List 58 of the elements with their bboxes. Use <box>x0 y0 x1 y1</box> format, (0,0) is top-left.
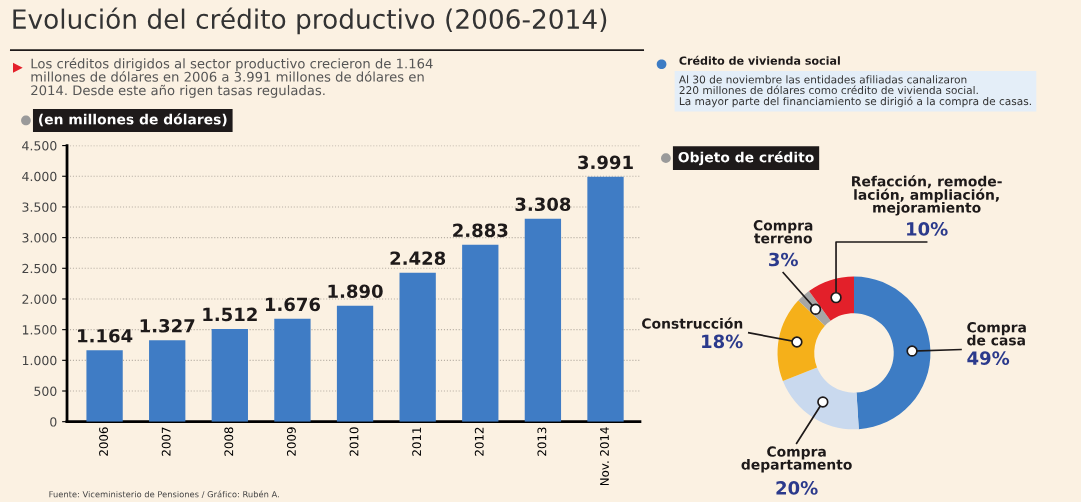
y-tick-label: 500 <box>34 386 57 396</box>
bar <box>336 305 374 422</box>
y-tick-label: 2.000 <box>22 294 57 304</box>
donut-slice <box>809 276 854 321</box>
data-label: 2.883 <box>453 223 508 238</box>
slice-label: Refacción, remode- lación, ampliación, mejoramiento <box>852 175 1002 216</box>
chart-title: Objeto de crédito <box>678 151 814 166</box>
x-tick-label: Nov. 2014 <box>600 427 609 486</box>
data-label: 3.991 <box>578 155 633 170</box>
bar <box>211 328 248 422</box>
y-tick-label: 0 <box>50 417 57 427</box>
x-tick-label: 2010 <box>349 427 359 456</box>
chart-subtitle: Los créditos dirigidos al sector productivo crecieron de 1.164 millones de dólares en 2006 a 3.991 millones de dólares en 2014. Desde este año rigen tasas reguladas. <box>31 57 433 98</box>
bar <box>86 350 123 422</box>
source-note: Fuente: Viceministerio de Pensiones / Gráfico: Rubén A. <box>49 490 279 499</box>
data-label: 1.164 <box>78 328 133 343</box>
y-tick-label: 1.500 <box>22 325 57 335</box>
donut-slice <box>853 276 931 430</box>
y-tick-label: 3.500 <box>22 202 57 212</box>
y-tick-label: 3.000 <box>22 233 57 243</box>
bar <box>399 272 436 422</box>
data-label: 20% <box>776 481 818 495</box>
data-label: 1.327 <box>140 318 195 333</box>
x-tick-label: 2013 <box>537 427 547 456</box>
slice-label: Compra de casa <box>967 322 1026 346</box>
bar <box>462 244 499 422</box>
x-tick-label: 2007 <box>161 427 171 456</box>
chart-title: Evolución del crédito productivo (2006-2014) <box>13 7 607 35</box>
bar <box>587 176 624 422</box>
slice-label: Compra terreno <box>753 220 813 244</box>
x-tick-label: 2011 <box>412 427 422 456</box>
data-label: 10% <box>907 222 948 236</box>
text: Al 30 de noviembre las entidades afiliadas canalizaron 220 millones de dólares como crédito de vivienda social. La mayor parte del financiamiento se dirigió a la compra de casas. <box>678 75 1031 108</box>
data-label: 1.676 <box>265 297 321 312</box>
x-tick-label: 2008 <box>224 427 234 456</box>
data-label: 2.428 <box>390 251 446 266</box>
y-tick-label: 1.000 <box>22 355 57 366</box>
y-axis-title: (en millones de dólares) <box>39 113 227 127</box>
y-tick-label: 4.000 <box>22 171 57 182</box>
y-tick-label: 4.500 <box>22 141 57 151</box>
data-label: 1.512 <box>203 307 257 322</box>
bar <box>524 218 562 422</box>
bar <box>274 318 311 422</box>
slice-label: Compra departamento <box>741 446 852 473</box>
x-tick-label: 2006 <box>99 427 109 456</box>
donut-slice <box>782 367 859 430</box>
x-tick-label: 2012 <box>474 427 484 456</box>
chart-subtitle: Crédito de vivienda social <box>679 55 840 65</box>
slice-label: Construcción <box>642 317 743 329</box>
y-tick-label: 2.500 <box>22 263 57 274</box>
donut-slice <box>777 300 825 382</box>
data-label: 1.890 <box>328 284 383 299</box>
data-label: 3.308 <box>515 197 571 212</box>
data-label: 18% <box>702 334 743 349</box>
data-label: 3% <box>769 252 798 267</box>
x-tick-label: 2009 <box>286 427 296 456</box>
bar <box>149 340 186 422</box>
data-label: 49% <box>967 351 1010 365</box>
